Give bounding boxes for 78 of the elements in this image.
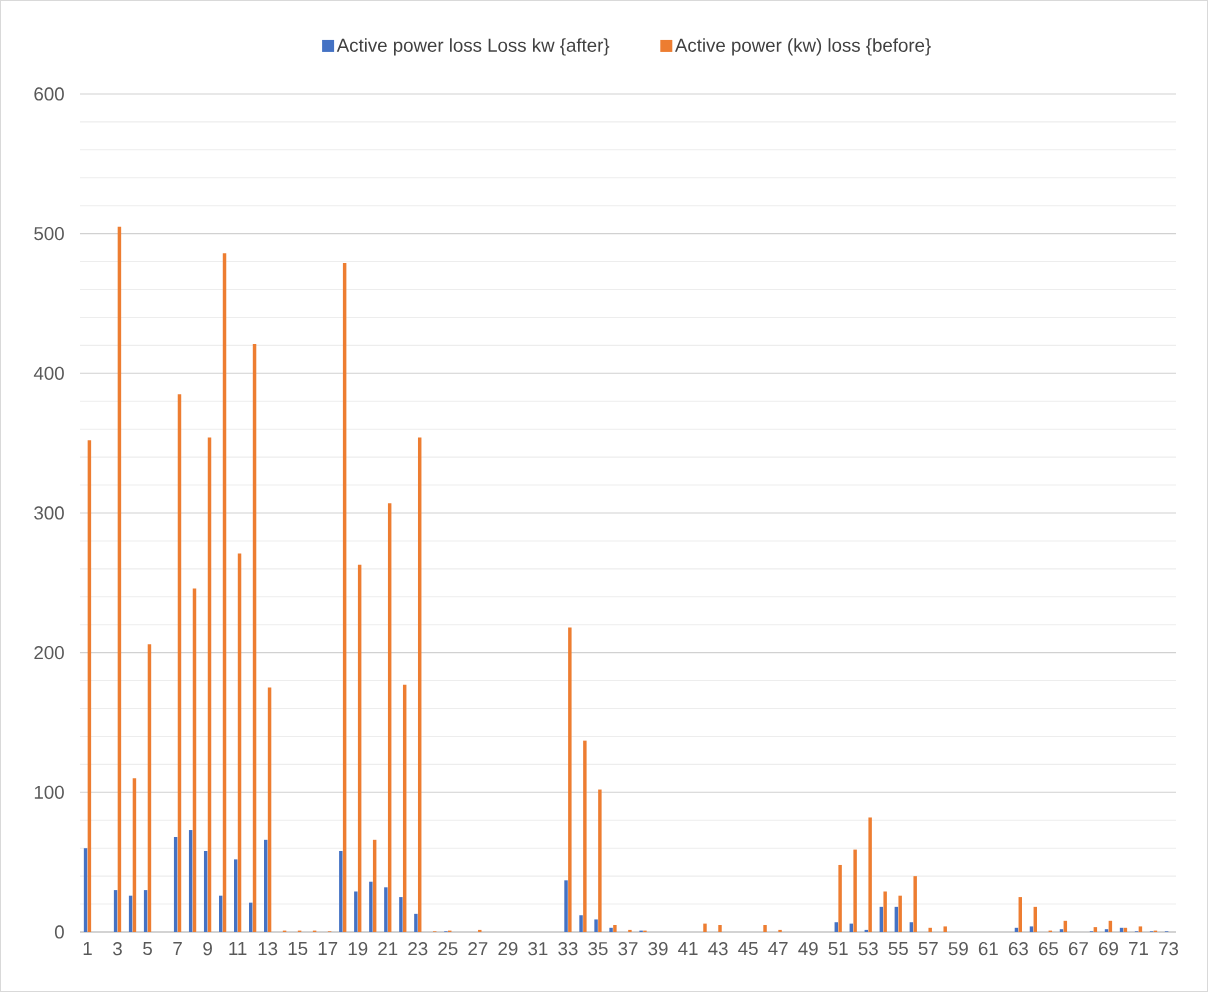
y-tick-label: 200: [34, 646, 64, 660]
x-tick-label: 25: [438, 942, 458, 956]
bar: [943, 926, 947, 933]
y-tick-label: 0: [54, 925, 64, 939]
x-tick-label: 3: [113, 942, 122, 956]
bar: [868, 817, 872, 933]
bar: [594, 919, 598, 933]
x-tick-label: 41: [678, 942, 698, 955]
x-tick-label: 37: [618, 942, 638, 956]
x-tick-label: 19: [348, 942, 368, 956]
x-tick-label: 63: [1008, 942, 1028, 956]
bar: [928, 927, 932, 933]
bar: [598, 789, 602, 933]
x-tick-label: 61: [978, 942, 998, 956]
x-tick-label: 43: [708, 942, 728, 956]
bar: [703, 923, 707, 933]
y-tick-label: 300: [34, 506, 64, 520]
bar: [718, 925, 722, 933]
x-tick-label: 31: [528, 942, 548, 956]
y-tick-label: 400: [33, 366, 64, 380]
bar: [1029, 926, 1034, 933]
legend-label: Active power loss Loss kw {after}: [336, 38, 610, 56]
bar: [853, 849, 857, 933]
x-tick-label: 9: [203, 942, 212, 956]
bar: [883, 891, 887, 933]
bar: [478, 929, 482, 933]
bar: [1138, 926, 1143, 933]
bar: [1059, 929, 1064, 933]
x-tick-label: 65: [1038, 942, 1058, 956]
x-tick-label: 13: [258, 942, 278, 956]
bar: [399, 897, 403, 933]
bar: [628, 929, 632, 933]
bar: [568, 627, 572, 933]
x-tick-label: 5: [143, 942, 152, 956]
bar: [564, 880, 568, 933]
y-tick-label: 100: [34, 785, 64, 799]
bar: [339, 851, 343, 933]
x-tick-label: 11: [229, 942, 247, 955]
x-tick-label: 35: [588, 942, 608, 956]
x-tick-label: 51: [828, 942, 848, 956]
x-tick-label: 17: [318, 942, 338, 955]
x-tick-label: 15: [288, 942, 308, 956]
bar: [579, 915, 583, 933]
x-tick-label: 55: [888, 942, 908, 956]
bar: [1104, 929, 1109, 933]
bar: [613, 925, 617, 933]
bar: [913, 876, 917, 933]
bar: [609, 927, 613, 933]
legend-label: Active power (kw) loss {before}: [675, 38, 931, 56]
x-tick-label: 39: [648, 942, 668, 956]
x-tick-label: 27: [468, 942, 488, 956]
bar: [354, 891, 358, 933]
y-tick-label: 600: [34, 87, 64, 101]
x-tick-label: 7: [173, 942, 182, 955]
x-tick-label: 45: [738, 942, 758, 956]
x-tick-label: 33: [558, 942, 578, 956]
bar: [369, 881, 373, 933]
x-tick-label: 71: [1129, 942, 1148, 955]
x-tick-label: 47: [768, 942, 788, 955]
x-tick-label: 73: [1159, 942, 1179, 956]
bar: [778, 929, 782, 933]
x-tick-label: 67: [1068, 942, 1088, 956]
x-tick-label: 59: [948, 942, 968, 956]
x-tick-label: 21: [378, 942, 398, 956]
y-tick-label: 500: [34, 227, 64, 241]
bar: [583, 740, 587, 933]
bar: [838, 864, 842, 933]
bar: [384, 887, 388, 933]
x-tick-label: 57: [918, 942, 938, 956]
bar: [414, 913, 418, 933]
bar: [898, 895, 902, 933]
x-tick-label: 49: [798, 942, 818, 956]
x-tick-label: 1: [83, 942, 92, 955]
bar: [763, 925, 767, 933]
x-tick-label: 29: [498, 942, 518, 956]
x-tick-label: 69: [1099, 942, 1118, 956]
x-tick-label: 23: [408, 942, 428, 956]
x-tick-label: 53: [858, 942, 878, 956]
